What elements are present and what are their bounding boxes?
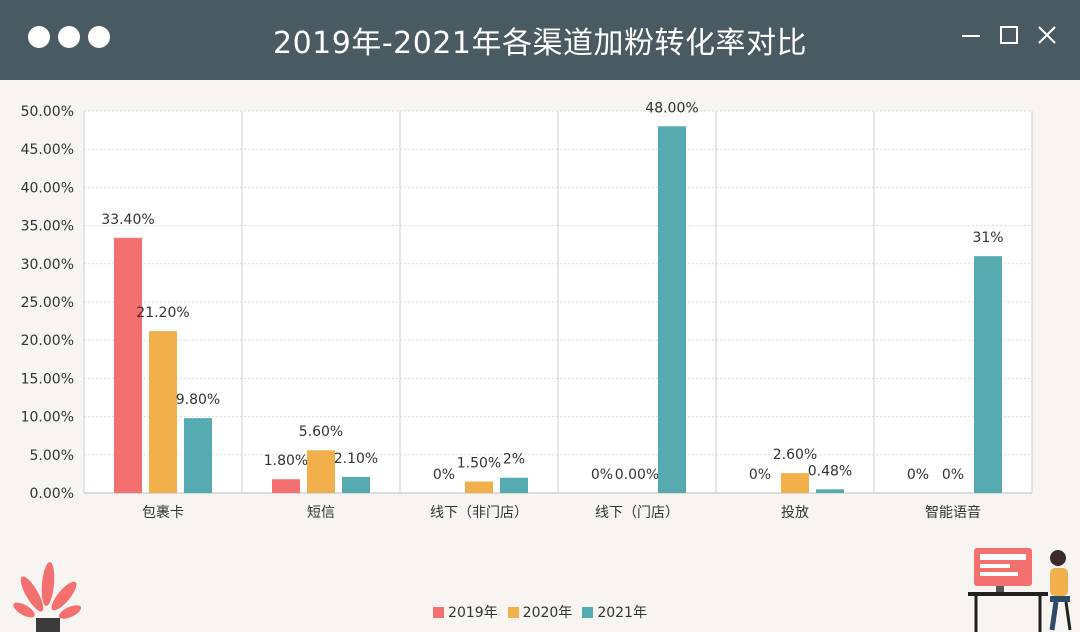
data-label: 5.60% <box>299 424 343 440</box>
legend-label: 2020年 <box>522 605 573 621</box>
close-icon[interactable] <box>1036 24 1058 46</box>
bar <box>342 476 370 493</box>
bar <box>114 237 142 493</box>
x-tick-label: 投放 <box>781 505 809 521</box>
data-label: 0.00% <box>615 467 659 483</box>
data-label: 33.40% <box>101 212 154 228</box>
x-tick-label: 线下（非门店） <box>430 505 528 521</box>
title-bar: 2019年-2021年各渠道加粉转化率对比 <box>0 0 1080 80</box>
data-label: 0% <box>907 467 929 483</box>
legend-swatch <box>507 606 519 618</box>
legend-swatch <box>433 606 445 618</box>
legend-label: 2019年 <box>448 605 498 621</box>
y-tick-label: 40.00% <box>21 180 74 196</box>
data-label: 0% <box>591 467 613 483</box>
legend-item: 2021年 <box>582 602 647 622</box>
y-tick-label: 30.00% <box>21 257 74 273</box>
y-tick-label: 50.00% <box>21 104 74 120</box>
data-label: 0% <box>749 467 771 483</box>
data-label: 2% <box>503 452 525 468</box>
legend-item: 2020年 <box>507 602 573 622</box>
bar <box>816 489 844 493</box>
legend-label: 2021年 <box>597 605 647 621</box>
window-dot <box>58 26 80 48</box>
bar <box>465 481 493 493</box>
y-tick-label: 5.00% <box>30 448 74 464</box>
x-tick-label: 包裹卡 <box>142 505 184 521</box>
bar <box>658 126 686 493</box>
data-label: 31% <box>972 230 1003 246</box>
bar <box>974 256 1002 493</box>
bar <box>307 450 335 493</box>
data-label: 1.80% <box>264 453 308 469</box>
person-at-desk-icon <box>968 548 1072 632</box>
x-tick-label: 线下（门店） <box>595 505 679 521</box>
data-label: 2.10% <box>334 451 378 467</box>
data-label: 21.20% <box>136 305 189 321</box>
x-tick-label: 短信 <box>307 505 335 521</box>
window-dots <box>28 26 110 48</box>
maximize-icon[interactable] <box>998 24 1020 46</box>
bar <box>500 477 528 493</box>
legend-item: 2019年 <box>433 602 498 622</box>
plant-icon <box>13 562 82 632</box>
bar <box>149 331 177 493</box>
y-tick-label: 10.00% <box>21 410 74 426</box>
chart-title: 2019年-2021年各渠道加粉转化率对比 <box>272 26 808 61</box>
window-dot <box>28 26 50 48</box>
legend-swatch <box>582 606 594 618</box>
bar-chart: 0.00% 5.00% 10.00% 15.00% 20.00% 25.00% 30.00%… <box>21 100 1033 521</box>
bar <box>781 473 809 493</box>
data-label: 1.50% <box>457 456 501 472</box>
data-label: 0.48% <box>808 463 852 479</box>
y-tick-label: 35.00% <box>21 219 74 235</box>
window-dot <box>88 26 110 48</box>
chart-legend: 2019年 2020年 2021年 <box>0 602 1080 622</box>
data-label: 0% <box>433 467 455 483</box>
y-tick-label: 25.00% <box>21 295 74 311</box>
window-controls <box>960 24 1058 46</box>
bar <box>184 418 212 493</box>
x-tick-label: 智能语音 <box>925 504 981 521</box>
data-label: 9.80% <box>176 392 220 408</box>
data-label: 48.00% <box>645 100 698 116</box>
data-label: 0% <box>942 467 964 483</box>
y-tick-label: 45.00% <box>21 142 74 158</box>
y-tick-label: 20.00% <box>21 333 74 349</box>
bar <box>272 479 300 493</box>
minimize-icon[interactable] <box>960 24 982 46</box>
data-label: 2.60% <box>773 447 817 463</box>
y-tick-label: 0.00% <box>30 486 74 502</box>
y-tick-label: 15.00% <box>21 371 74 387</box>
